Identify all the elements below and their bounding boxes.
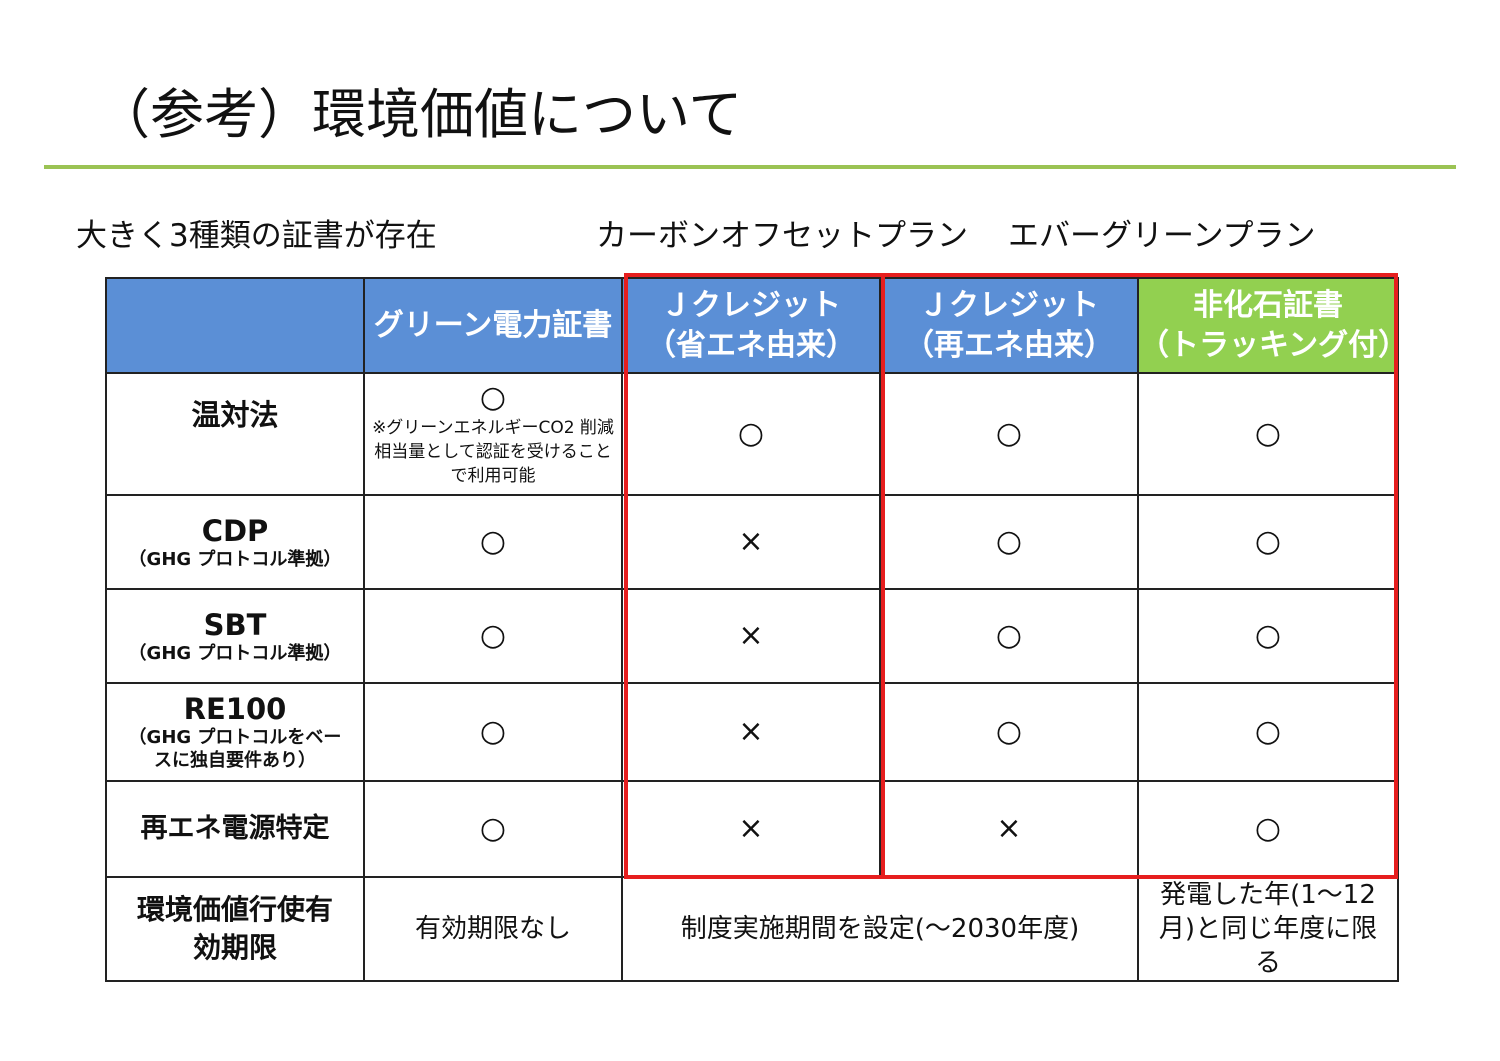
cell-jcredit-renewable: ○ <box>879 494 1139 590</box>
title-divider <box>44 165 1456 169</box>
carbon-offset-highlight-box <box>624 273 885 879</box>
cross-mark: × <box>738 524 764 559</box>
cell-green-power-validity: 有効期限なし <box>363 876 623 982</box>
cell-green-power: ○ <box>363 780 623 878</box>
row-label-text: 環境価値行使有効期限 <box>137 893 334 964</box>
lead-text: 大きく3種類の証書が存在 <box>76 218 437 254</box>
circle-mark: ○ <box>995 618 1023 653</box>
circle-mark: ○ <box>995 524 1023 559</box>
cross-mark: × <box>738 618 764 653</box>
validity-text: 制度実施期間を設定(～2030年度) <box>680 914 1080 944</box>
row-label-text: SBT <box>203 607 267 642</box>
cell-jcredit-saving: × <box>621 494 881 590</box>
carbon-offset-plan-label: カーボンオフセットプラン <box>596 218 968 254</box>
circle-mark: ○ <box>1254 714 1282 749</box>
cell-non-fossil-validity: 発電した年(1～12月)と同じ年度に限る <box>1137 876 1399 982</box>
header-green-power: グリーン電力証書 <box>363 277 623 374</box>
row-label-validity: 環境価値行使有効期限 <box>105 876 365 982</box>
circle-mark: ○ <box>1254 811 1282 846</box>
circle-mark: ○ <box>479 714 507 749</box>
cell-green-power: ○ <box>363 494 623 590</box>
row-label-source-specific: 再エネ電源特定 <box>105 780 365 878</box>
cross-mark: × <box>738 714 764 749</box>
header-jcredit-saving: Ｊクレジット （省エネ由来） <box>621 277 881 374</box>
table-row: RE100 （GHG プロトコルをベースに独自要件あり） ○ × ○ ○ <box>105 682 1399 782</box>
row-label-re100: RE100 （GHG プロトコルをベースに独自要件あり） <box>105 682 365 782</box>
cell-jcredit-renewable: ○ <box>879 372 1139 496</box>
cell-jcredit-validity: 制度実施期間を設定(～2030年度) <box>621 876 1139 982</box>
row-label-ontaiho: 温対法 <box>105 372 365 496</box>
header-label: Ｊクレジット <box>919 287 1099 323</box>
table-row: 温対法 ○ ※グリーンエネルギーCO2 削減相当量として認証を受けることで利用可… <box>105 372 1399 496</box>
cell-jcredit-renewable: ○ <box>879 682 1139 782</box>
circle-mark: ○ <box>1254 524 1282 559</box>
header-sublabel: （再エネ由来） <box>904 327 1114 363</box>
circle-mark: ○ <box>995 714 1023 749</box>
table-row: CDP （GHG プロトコル準拠） ○ × ○ ○ <box>105 494 1399 590</box>
header-label: Ｊクレジット <box>661 287 841 323</box>
row-label-subtext: （GHG プロトコル準拠） <box>128 548 342 570</box>
header-label: 非化石証書 <box>1193 287 1343 323</box>
slide-title: （参考）環境価値について <box>96 83 743 146</box>
cell-non-fossil: ○ <box>1137 494 1399 590</box>
header-jcredit-renewable: Ｊクレジット （再エネ由来） <box>879 277 1139 374</box>
cell-jcredit-renewable: ○ <box>879 588 1139 684</box>
row-label-text: 温対法 <box>191 398 279 432</box>
cell-jcredit-renewable: × <box>879 780 1139 878</box>
cell-jcredit-saving: ○ <box>621 372 881 496</box>
validity-text: 有効期限なし <box>414 914 571 944</box>
circle-mark: ○ <box>479 524 507 559</box>
certificate-comparison-table: グリーン電力証書 Ｊクレジット （省エネ由来） Ｊクレジット （再エネ由来） 非… <box>105 277 1399 982</box>
row-label-subtext: （GHG プロトコル準拠） <box>128 642 342 664</box>
header-non-fossil: 非化石証書 （トラッキング付） <box>1137 277 1399 374</box>
cell-green-power: ○ ※グリーンエネルギーCO2 削減相当量として認証を受けることで利用可能 <box>363 372 623 496</box>
header-sublabel: （省エネ由来） <box>646 327 856 363</box>
row-label-cdp: CDP （GHG プロトコル準拠） <box>105 494 365 590</box>
evergreen-plan-label: エバーグリーンプラン <box>1008 218 1316 254</box>
header-blank <box>105 277 365 374</box>
row-label-subtext: （GHG プロトコルをベースに独自要件あり） <box>128 727 342 771</box>
circle-mark: ○ <box>1254 618 1282 653</box>
circle-mark: ○ <box>1254 416 1282 451</box>
cell-jcredit-saving: × <box>621 682 881 782</box>
circle-mark: ○ <box>995 416 1023 451</box>
table-row: SBT （GHG プロトコル準拠） ○ × ○ ○ <box>105 588 1399 684</box>
validity-text: 発電した年(1～12月)と同じ年度に限る <box>1158 880 1378 978</box>
row-label-text: 再エネ電源特定 <box>140 813 330 844</box>
circle-mark: ○ <box>737 416 765 451</box>
row-label-text: RE100 <box>183 692 287 726</box>
cross-mark: × <box>996 811 1022 846</box>
cell-jcredit-saving: × <box>621 588 881 684</box>
circle-mark: ○ <box>479 811 507 846</box>
circle-mark: ○ <box>479 380 507 415</box>
table-row: 環境価値行使有効期限 有効期限なし 制度実施期間を設定(～2030年度) 発電し… <box>105 876 1399 982</box>
cell-non-fossil: ○ <box>1137 372 1399 496</box>
header-sublabel: （トラッキング付） <box>1139 327 1398 363</box>
cell-green-power: ○ <box>363 682 623 782</box>
cross-mark: × <box>738 811 764 846</box>
evergreen-highlight-box <box>881 273 1398 879</box>
circle-mark: ○ <box>479 618 507 653</box>
cell-green-power: ○ <box>363 588 623 684</box>
header-label: グリーン電力証書 <box>373 307 613 343</box>
footnote-text: ※グリーンエネルギーCO2 削減相当量として認証を受けることで利用可能 <box>372 418 614 486</box>
table-header-row: グリーン電力証書 Ｊクレジット （省エネ由来） Ｊクレジット （再エネ由来） 非… <box>105 277 1399 374</box>
row-label-text: CDP <box>201 513 269 548</box>
cell-jcredit-saving: × <box>621 780 881 878</box>
row-label-sbt: SBT （GHG プロトコル準拠） <box>105 588 365 684</box>
cell-non-fossil: ○ <box>1137 682 1399 782</box>
